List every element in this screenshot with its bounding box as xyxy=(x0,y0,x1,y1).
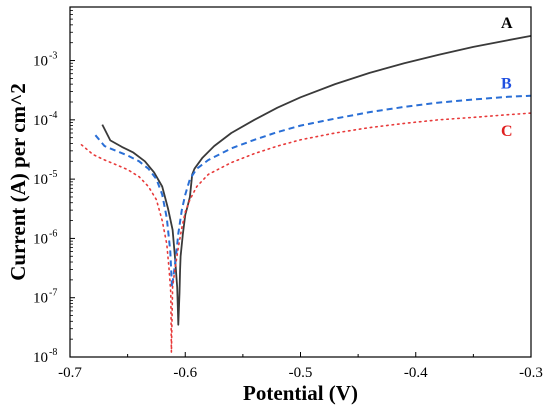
x-tick-label: -0.3 xyxy=(519,365,543,381)
series-C-label: C xyxy=(501,123,513,140)
series-A-line xyxy=(101,35,532,326)
y-axis-title: Current (A) per cm^2 xyxy=(6,83,30,280)
y-tick-label: 10 xyxy=(33,291,48,307)
y-tick-label: 10 xyxy=(33,350,48,366)
series-labels: A B C xyxy=(501,15,513,140)
y-tick-label: 10 xyxy=(33,172,48,188)
x-axis-title: Potential (V) xyxy=(243,381,358,405)
series-C-line xyxy=(80,112,532,354)
y-tick-exponent: -7 xyxy=(49,288,57,299)
x-tick-label: -0.4 xyxy=(404,365,428,381)
y-tick-label: 10 xyxy=(33,54,48,70)
y-tick-exponent: -4 xyxy=(49,110,57,121)
plot-frame xyxy=(69,6,532,358)
series-A-label: A xyxy=(501,15,513,32)
y-tick-exponent: -6 xyxy=(49,228,57,239)
y-axis: 10-810-710-610-510-410-3 xyxy=(33,6,75,366)
x-tick-label: -0.6 xyxy=(173,365,197,381)
x-tick-label: -0.5 xyxy=(289,365,313,381)
series-layer xyxy=(80,35,532,354)
y-tick-label: 10 xyxy=(33,113,48,129)
y-tick-label: 10 xyxy=(33,231,48,247)
y-tick-exponent: -3 xyxy=(49,51,57,62)
series-B-label: B xyxy=(501,76,512,93)
series-B-line xyxy=(94,94,532,289)
x-tick-label: -0.7 xyxy=(58,365,82,381)
y-tick-exponent: -5 xyxy=(49,169,57,180)
x-axis: -0.7 -0.6 -0.5 -0.4 -0.3 xyxy=(58,352,543,381)
y-tick-exponent: -8 xyxy=(49,347,57,358)
